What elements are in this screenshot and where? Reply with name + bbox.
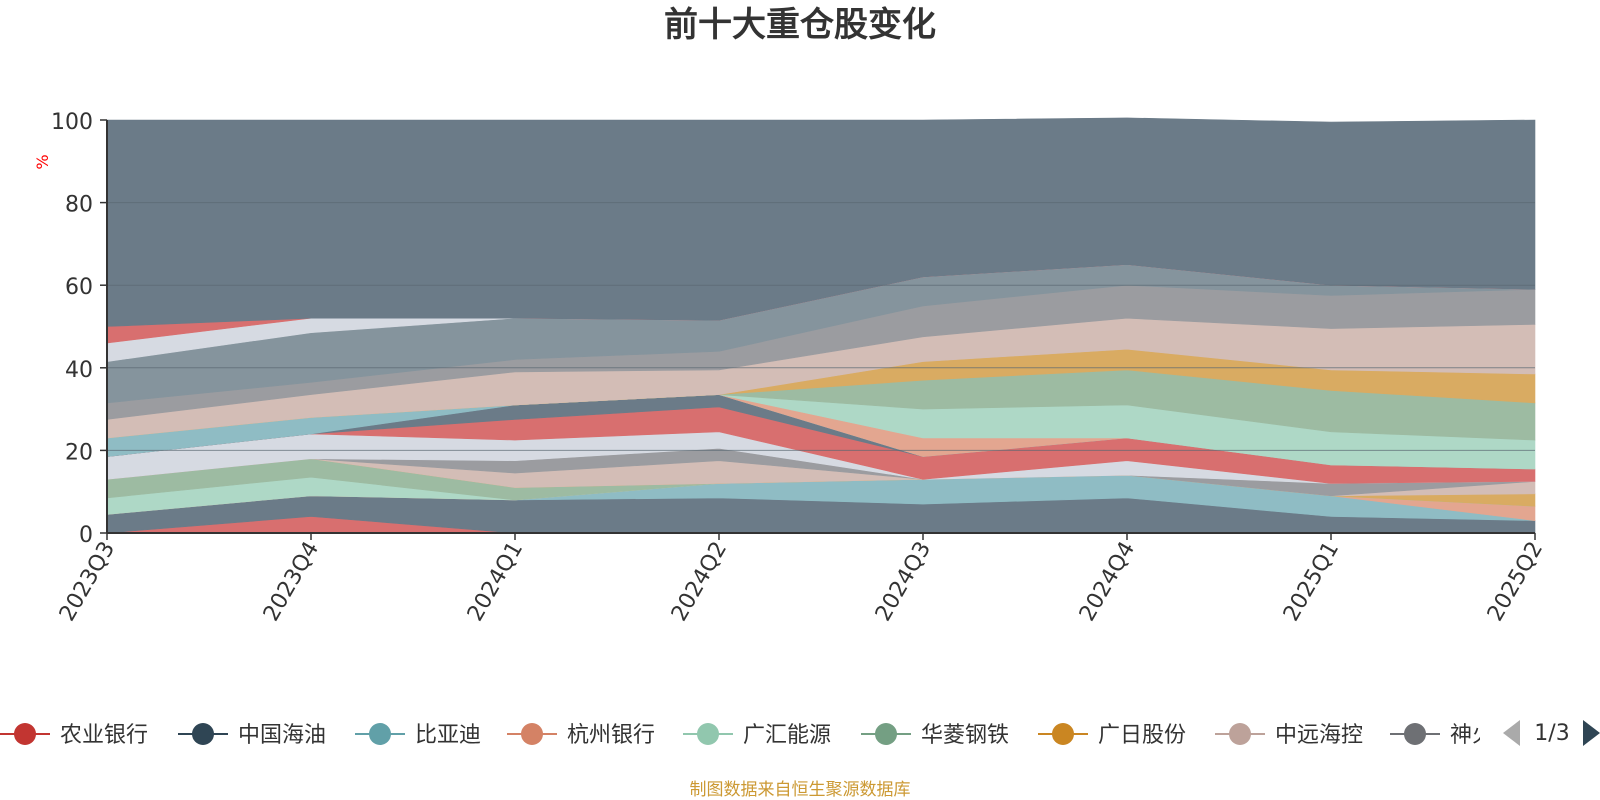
y-tick-label: 40 bbox=[65, 358, 93, 383]
legend-item[interactable]: 比亚迪 bbox=[355, 723, 481, 748]
legend-pager[interactable]: 1/3 bbox=[1503, 720, 1600, 746]
legend-marker-icon bbox=[521, 723, 543, 745]
legend-marker-icon bbox=[192, 723, 214, 745]
y-tick-label: 20 bbox=[65, 440, 93, 465]
legend-label: 杭州银行 bbox=[567, 723, 655, 748]
area-series-23 bbox=[106, 117, 1536, 327]
legend-label: 中远海控 bbox=[1275, 723, 1363, 748]
next-page-icon[interactable] bbox=[1583, 720, 1600, 746]
legend-item[interactable]: 中远海控 bbox=[1215, 723, 1363, 748]
legend-label: 神火股份 bbox=[1450, 723, 1538, 748]
legend-label: 中国海油 bbox=[238, 723, 326, 748]
legend-item[interactable]: 农业银行 bbox=[0, 723, 148, 748]
legend-item[interactable]: 广日股份 bbox=[1038, 723, 1186, 748]
legend-marker-icon bbox=[697, 723, 719, 745]
legend-marker-icon bbox=[875, 723, 897, 745]
y-tick-label: 100 bbox=[51, 110, 93, 135]
x-tick-label: 2024Q1 bbox=[463, 538, 528, 626]
y-axis-label: % bbox=[33, 154, 52, 169]
legend[interactable]: 农业银行 中国海油 比亚迪 杭州银行 广汇能源 华菱钢铁 广日股份 中远海控 神火股份 bbox=[0, 723, 1538, 748]
x-tick-label: 2024Q2 bbox=[667, 538, 732, 626]
legend-item[interactable]: 中国海油 bbox=[178, 723, 326, 748]
legend-item[interactable]: 广汇能源 bbox=[683, 723, 831, 748]
x-tick-label: 2025Q1 bbox=[1279, 538, 1344, 626]
legend-item[interactable]: 杭州银行 bbox=[507, 723, 655, 748]
chart-title: 前十大重仓股变化 bbox=[664, 5, 936, 45]
legend-label: 农业银行 bbox=[60, 723, 148, 748]
y-tick-label: 0 bbox=[79, 523, 93, 548]
x-tick-label: 2024Q4 bbox=[1075, 538, 1140, 626]
y-tick-label: 60 bbox=[65, 275, 93, 300]
legend-marker-icon bbox=[1229, 723, 1251, 745]
plot-areas bbox=[106, 117, 1536, 534]
legend-marker-icon bbox=[14, 723, 36, 745]
legend-page-indicator: 1/3 bbox=[1534, 721, 1569, 746]
legend-label: 广汇能源 bbox=[743, 723, 831, 748]
prev-page-icon[interactable] bbox=[1503, 720, 1520, 746]
legend-label: 比亚迪 bbox=[415, 723, 481, 748]
legend-marker-icon bbox=[1052, 723, 1074, 745]
legend-item[interactable]: 华菱钢铁 bbox=[861, 723, 1009, 748]
x-tick-label: 2024Q3 bbox=[871, 538, 936, 626]
source-footer: 制图数据来自恒生聚源数据库 bbox=[690, 780, 911, 800]
legend-marker-icon bbox=[369, 723, 391, 745]
x-tick-label: 2023Q4 bbox=[259, 538, 324, 626]
y-tick-label: 80 bbox=[65, 193, 93, 218]
legend-label: 广日股份 bbox=[1098, 723, 1186, 748]
legend-label: 华菱钢铁 bbox=[921, 723, 1009, 748]
x-tick-label: 2025Q2 bbox=[1483, 538, 1548, 626]
legend-marker-icon bbox=[1404, 723, 1426, 745]
legend-item[interactable]: 神火股份 bbox=[1390, 723, 1538, 748]
x-tick-label: 2023Q3 bbox=[55, 538, 120, 626]
